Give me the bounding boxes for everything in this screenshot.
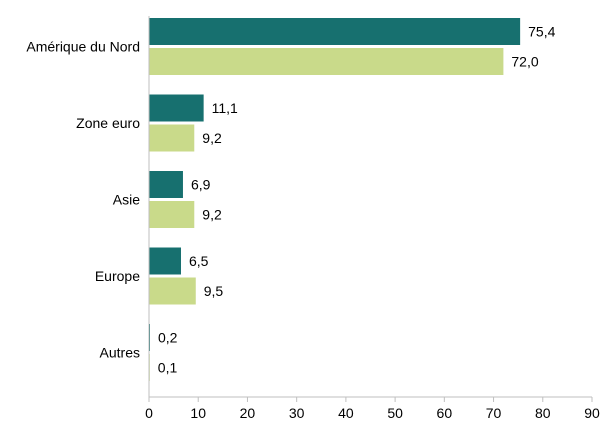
value-label: 11,1 [212,100,238,116]
bar [149,277,196,305]
x-tick-label: 30 [289,405,305,421]
x-tick-label: 60 [437,405,453,421]
axes [148,16,592,398]
x-tick-label: 70 [486,405,502,421]
category-label: Europe [95,268,140,284]
category-label: Amérique du Nord [26,39,140,55]
value-label: 75,4 [528,24,555,40]
value-label: 0,1 [158,360,178,376]
x-tick-label: 50 [387,405,403,421]
value-label: 72,0 [511,54,538,70]
x-tick-label: 0 [145,405,153,421]
value-label: 6,5 [189,253,209,269]
bar [149,124,195,152]
value-label: 9,2 [202,207,222,223]
value-label: 6,9 [191,177,211,193]
category-label: Autres [100,345,140,361]
x-axis-ticks: 0 10 20 30 40 50 60 70 80 90 [145,397,600,421]
value-label: 0,2 [158,330,178,346]
bar [149,18,521,45]
bar [149,201,195,228]
category-label: Asie [113,192,140,208]
bar [149,48,504,75]
x-tick-label: 80 [535,405,551,421]
value-labels: 75,4 72,0 11,1 9,2 6,9 9,2 6,5 9,5 0,2 0,1 [158,24,556,376]
category-labels: Amérique du Nord Zone euro Asie Europe Autre… [26,39,140,361]
x-tick-label: 90 [584,405,600,421]
value-label: 9,2 [202,130,222,146]
x-tick-label: 20 [240,405,256,421]
x-tick-label: 10 [190,405,206,421]
value-label: 9,5 [204,283,224,299]
bar [149,171,183,198]
bar [149,247,181,275]
x-tick-label: 40 [338,405,354,421]
category-label: Zone euro [76,115,140,131]
bars [149,18,521,381]
bar [149,94,204,122]
